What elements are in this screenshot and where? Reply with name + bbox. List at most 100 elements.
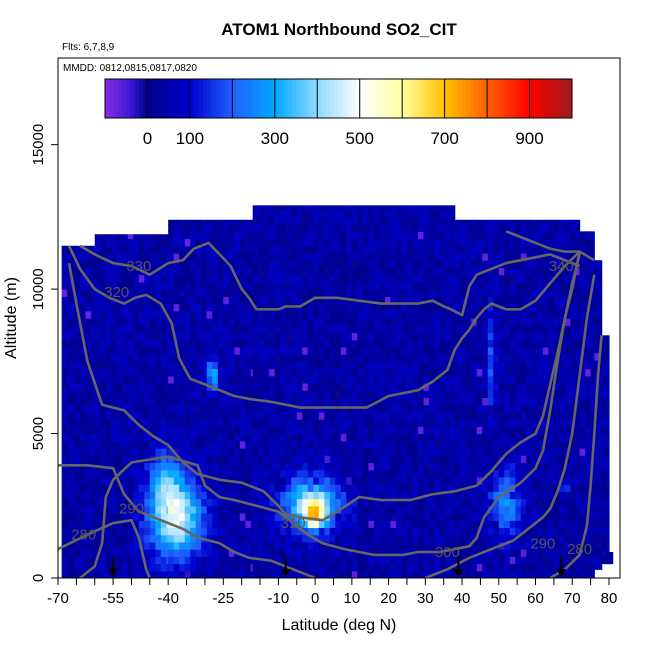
heatmap-cell xyxy=(465,253,472,261)
heatmap-cell xyxy=(460,339,467,348)
heatmap-cell xyxy=(520,238,527,247)
heatmap-cell xyxy=(329,361,336,370)
heatmap-cell xyxy=(440,224,447,232)
heatmap-cell xyxy=(318,368,325,377)
heatmap-cell xyxy=(307,281,314,290)
heatmap-cell xyxy=(166,570,169,578)
heatmap-cell xyxy=(138,260,145,269)
heatmap-cell xyxy=(190,354,197,362)
heatmap-cell xyxy=(548,318,555,326)
heatmap-cell xyxy=(460,462,467,471)
heatmap-cell xyxy=(579,462,586,471)
heatmap-cell xyxy=(504,339,511,348)
heatmap-cell xyxy=(234,303,241,312)
heatmap-cell xyxy=(258,224,265,232)
heatmap-cell xyxy=(285,411,292,420)
heatmap-cell xyxy=(434,209,441,218)
heatmap-cell xyxy=(74,332,81,341)
heatmap-cell xyxy=(116,570,123,578)
heatmap-cell xyxy=(313,274,320,283)
heatmap-cell xyxy=(373,462,381,471)
heatmap-cell xyxy=(160,498,167,507)
heatmap-cell xyxy=(346,462,353,471)
heatmap-cell xyxy=(127,303,134,312)
heatmap-cell xyxy=(379,484,386,492)
heatmap-cell xyxy=(179,505,186,514)
heatmap-cell xyxy=(318,419,325,427)
heatmap-cell xyxy=(559,289,566,297)
heatmap-cell xyxy=(69,520,76,529)
heatmap-cell xyxy=(69,354,76,362)
heatmap-cell xyxy=(384,491,392,500)
heatmap-cell xyxy=(423,253,430,261)
heatmap-cell xyxy=(493,426,500,435)
heatmap-cell xyxy=(149,238,156,247)
heatmap-cell xyxy=(526,296,533,305)
heatmap-cell xyxy=(116,426,123,435)
heatmap-cell xyxy=(526,484,533,492)
heatmap-cell xyxy=(335,491,342,500)
heatmap-cell xyxy=(296,397,303,406)
heatmap-cell xyxy=(454,448,461,456)
heatmap-cell xyxy=(274,541,281,550)
heatmap-cell xyxy=(173,310,180,319)
heatmap-cell xyxy=(291,253,298,261)
heatmap-cell xyxy=(509,361,516,370)
heatmap-cell xyxy=(217,570,224,578)
heatmap-cell xyxy=(127,455,134,464)
heatmap-cell xyxy=(212,231,219,240)
heatmap-cell xyxy=(179,520,186,529)
heatmap-cell xyxy=(373,238,381,247)
heatmap-cell xyxy=(291,476,298,485)
heatmap-cell xyxy=(116,498,123,507)
heatmap-cell xyxy=(324,527,331,536)
heatmap-cell xyxy=(280,332,287,341)
heatmap-cell xyxy=(384,310,392,319)
heatmap-cell xyxy=(239,426,246,435)
heatmap-cell xyxy=(138,419,145,427)
heatmap-cell xyxy=(515,274,522,283)
heatmap-cell xyxy=(291,368,298,377)
heatmap-cell xyxy=(515,325,522,334)
heatmap-cell xyxy=(515,289,522,297)
heatmap-cell xyxy=(318,513,325,521)
heatmap-cell xyxy=(417,484,425,492)
heatmap-cell xyxy=(217,455,224,464)
heatmap-cell xyxy=(390,440,397,449)
heatmap-cell xyxy=(406,527,414,536)
heatmap-cell xyxy=(537,274,544,283)
heatmap-cell xyxy=(434,216,441,225)
heatmap-cell xyxy=(542,476,549,485)
heatmap-cell xyxy=(379,354,386,362)
heatmap-cell xyxy=(313,433,320,442)
heatmap-cell xyxy=(138,491,145,500)
heatmap-cell xyxy=(445,433,452,442)
heatmap-cell xyxy=(144,332,151,341)
heatmap-cell xyxy=(217,245,224,254)
heatmap-cell xyxy=(340,253,347,261)
heatmap-cell xyxy=(368,375,375,384)
heatmap-cell xyxy=(498,426,505,435)
heatmap-cell xyxy=(228,253,235,261)
heatmap-cell xyxy=(274,448,281,456)
heatmap-cell xyxy=(291,570,298,578)
heatmap-cell xyxy=(570,513,577,521)
heatmap-cell xyxy=(263,325,270,334)
heatmap-cell xyxy=(201,260,208,269)
heatmap-cell xyxy=(390,368,397,377)
heatmap-cell xyxy=(274,570,281,578)
heatmap-cell xyxy=(168,303,175,312)
heatmap-cell xyxy=(155,253,162,261)
heatmap-cell xyxy=(69,375,76,384)
heatmap-cell xyxy=(335,339,342,348)
heatmap-cell xyxy=(239,505,246,514)
heatmap-cell xyxy=(269,527,276,536)
heatmap-cell xyxy=(379,238,386,247)
heatmap-cell xyxy=(69,390,76,399)
heatmap-cell xyxy=(329,339,336,348)
heatmap-cell xyxy=(460,325,467,334)
heatmap-cell xyxy=(201,527,208,536)
heatmap-cell xyxy=(61,534,68,543)
heatmap-cell xyxy=(451,245,456,254)
heatmap-cell xyxy=(515,260,522,269)
